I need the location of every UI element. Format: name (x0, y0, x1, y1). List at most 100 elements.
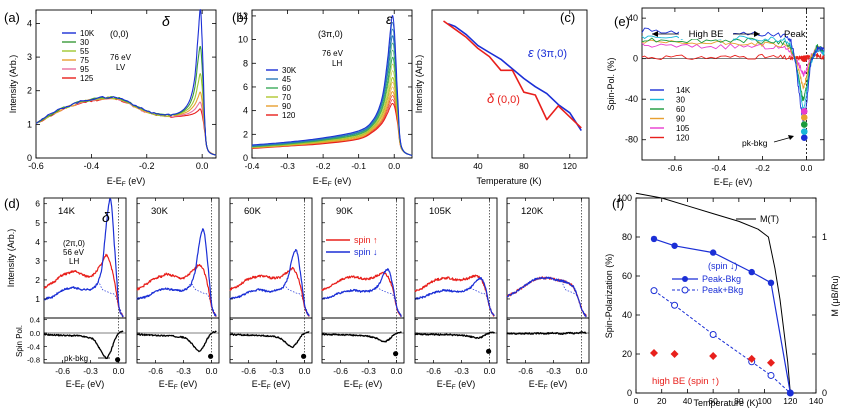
y-axis-label-top: Intensity (Arb.) (6, 229, 16, 288)
plot-frame (635, 197, 817, 394)
x-tick-label: -0.6 (518, 366, 533, 376)
peak-plus-bkg-point (671, 301, 679, 309)
x-tick-label: 0.0 (391, 366, 403, 376)
arrow-head-left (652, 31, 658, 37)
panel-title: (3π,0) (318, 29, 343, 39)
temperature-label: 90K (336, 206, 354, 217)
legend-label: 90 (676, 115, 685, 124)
y-axis-label: Spin-Polarization (%) (604, 254, 614, 339)
spin-pol-line (43, 330, 124, 360)
temperature-point (800, 128, 808, 135)
temperature-point (800, 55, 808, 62)
x-tick-label: -0.3 (176, 366, 191, 376)
peak-plus-bkg-point (767, 371, 775, 379)
plot-frame (414, 317, 498, 364)
spin-pol-line (506, 331, 587, 335)
x-tick-label: -0.1 (351, 161, 366, 171)
x-axis-label: E-EF (eV) (66, 379, 105, 391)
spin-up-line (321, 271, 402, 317)
y-tick-label: 1 (27, 119, 32, 129)
temperature-label: 60K (244, 206, 262, 217)
subpanel-90K: -0.6 -0.3 0.0 90K E-EF (eV) (321, 197, 405, 391)
legend-label: 95 (80, 65, 89, 74)
panel-d: -0.6 -0.3 0.0 1 2 3 4 5 6 0.4 0.0 -0.4 -0.8 14K E-EF (… (4, 196, 590, 391)
spin-pol-line (136, 330, 217, 353)
legend-label: 105 (676, 124, 690, 133)
plot-frame (43, 317, 127, 364)
y-tick-label: 3 (35, 256, 40, 266)
spin-pol-line (229, 331, 310, 349)
pk-bkg-point (115, 357, 121, 363)
legend-label: 14K (676, 86, 691, 95)
series-line-30K (251, 15, 413, 157)
y-tick-label: 2 (243, 129, 248, 139)
legend-high-be: high BE (spin ↑) (652, 376, 719, 387)
y-tick-label: -80 (625, 135, 638, 145)
x-tick-label: 0.0 (299, 366, 311, 376)
panel-f: 0 20 40 60 80 100 120 14002040608010001(f)M(T)(… (604, 192, 840, 408)
spin-down-line (414, 277, 495, 316)
x-tick-label: -0.2 (316, 161, 331, 171)
legend-label: 70 (282, 93, 291, 102)
x-tick-label: -0.3 (454, 366, 469, 376)
spin-up-line (43, 253, 124, 318)
x-tick-label: 0.0 (113, 366, 125, 376)
spin-up-line (229, 266, 310, 317)
y-tick-label: -0.4 (27, 342, 40, 351)
pk-bkg-label: pk-bkg (64, 354, 88, 363)
subpanel-30K: -0.6 -0.3 0.0 30K E-EF (eV) (136, 197, 220, 391)
panel-label: (c) (560, 10, 575, 25)
legend-spin-down: spin ↓ (354, 247, 378, 257)
y-tick-label: 12 (238, 11, 248, 21)
x-tick-label: -0.6 (241, 366, 256, 376)
y-tick-label: 0.0 (30, 329, 40, 338)
x-tick-label: -0.6 (668, 163, 683, 173)
series-line-10K (35, 9, 217, 156)
temperature-label: 105K (429, 206, 452, 217)
peak-bkg-line (653, 238, 791, 394)
plot-frame (229, 317, 313, 364)
x-tick-label: 0.0 (576, 366, 588, 376)
y-tick-label: 0.4 (30, 316, 40, 325)
x-tick-label: -0.2 (139, 161, 155, 171)
x-tick-label: 140 (809, 396, 823, 406)
x-tick-label: -0.4 (711, 163, 726, 173)
legend-label: 60 (282, 84, 291, 93)
legend-label: 30 (80, 38, 89, 47)
series-line-14K (641, 27, 825, 122)
label-bg (679, 27, 733, 39)
series-line-ε (3π,0) (447, 22, 582, 132)
x-tick-label: 120 (563, 161, 577, 171)
background-line (321, 287, 402, 317)
x-tick-label: 100 (757, 396, 771, 406)
high-be-point (670, 350, 679, 358)
plot-frame (641, 7, 825, 161)
temperature-point (800, 114, 808, 121)
spin-pol-line (321, 331, 402, 343)
plot-frame (414, 197, 498, 319)
y-tick-label: 0 (243, 153, 248, 163)
peak-bkg-point (767, 279, 775, 287)
panel-label: (b) (232, 10, 248, 25)
y-tick-label: 60 (622, 271, 632, 281)
legend-label: 125 (80, 74, 94, 83)
temperature-point (800, 121, 808, 128)
delta-symbol: δ (102, 209, 110, 225)
m-t-line (635, 192, 797, 394)
x-axis-label: E-EF (eV) (107, 176, 146, 188)
high-be-point (767, 358, 775, 367)
x-tick-label: -0.3 (546, 366, 561, 376)
plot-frame (321, 197, 405, 319)
energy-annotation: 76 eV (322, 49, 344, 58)
series-line-δ (0,0) (443, 20, 582, 129)
y-tick-label: 80 (622, 232, 632, 242)
y2-tick-label: 0 (822, 388, 827, 398)
subpanel-60K: -0.6 -0.3 0.0 60K E-EF (eV) (229, 197, 313, 391)
arrow-head-right (754, 31, 760, 37)
pk-bkg-arrow (773, 136, 793, 143)
x-axis-label: E-EF (eV) (714, 177, 753, 189)
pk-bkg-point (393, 351, 399, 357)
y-axis-label: Intensity (Arb.) (414, 55, 424, 114)
x-axis-label: E-EF (eV) (529, 379, 568, 391)
